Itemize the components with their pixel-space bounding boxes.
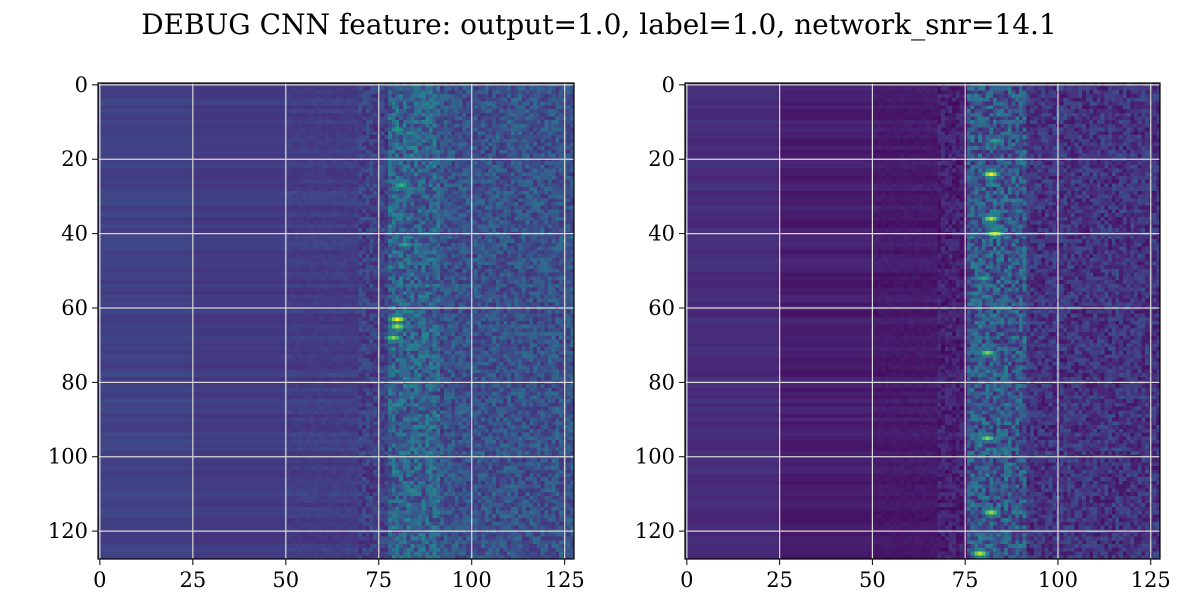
figure-title: DEBUG CNN feature: output=1.0, label=1.0… [141,8,1057,41]
axes-frame [97,82,575,560]
y-tick-label: 60 [61,296,88,320]
heatmap-image [685,83,1160,559]
heatmap-panel-left: 0 25 50 75 100 125 0 20 40 60 80 100 120 [48,73,585,592]
y-tick-label: 40 [61,222,88,246]
y-tick-label: 80 [648,370,675,394]
y-tick-label: 20 [648,147,675,171]
heatmap-panel-right: 0 25 50 75 100 125 0 20 40 60 80 100 120 [635,73,1171,592]
x-tick-label: 125 [545,568,585,592]
x-tick-label: 100 [1038,568,1078,592]
x-tick-label: 0 [680,568,693,592]
y-tick-label: 0 [662,73,675,97]
x-tick-label: 50 [272,568,299,592]
x-tick-label: 0 [93,568,106,592]
y-tick-label: 100 [48,445,88,469]
y-tick-label: 80 [61,370,88,394]
heatmap-image [98,83,574,559]
y-tick-label: 100 [635,445,675,469]
x-tick-label: 75 [952,568,979,592]
x-tick-label: 50 [859,568,886,592]
axes-frame [684,82,1161,560]
y-tick-label: 20 [61,147,88,171]
y-tick-label: 40 [648,222,675,246]
x-tick-label: 125 [1131,568,1171,592]
y-tick-label: 0 [75,73,88,97]
y-tick-label: 60 [648,296,675,320]
x-tick-label: 25 [179,568,206,592]
x-tick-label: 25 [766,568,793,592]
y-tick-label: 120 [635,519,675,543]
x-tick-label: 75 [365,568,392,592]
y-tick-label: 120 [48,519,88,543]
x-tick-label: 100 [452,568,492,592]
